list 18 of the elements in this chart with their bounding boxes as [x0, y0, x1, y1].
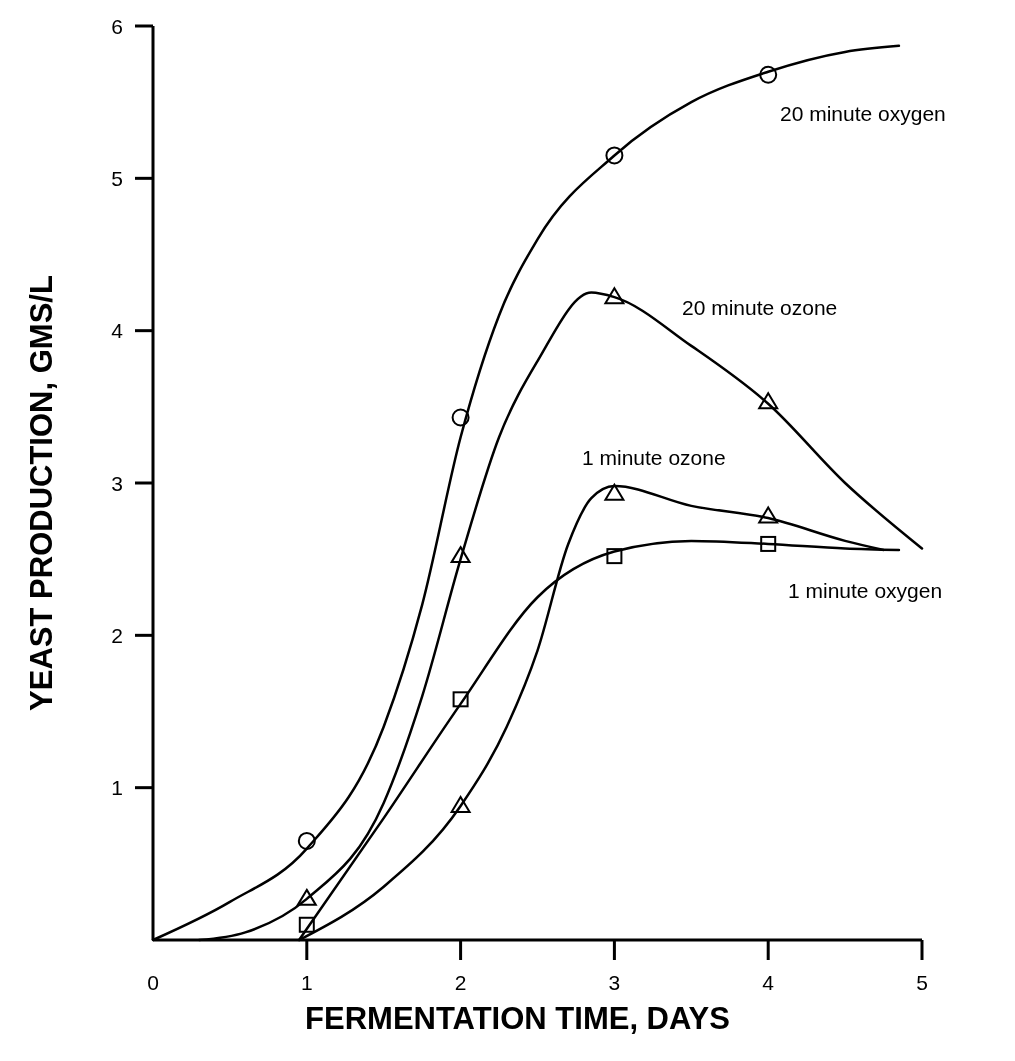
y-tick-label: 6: [111, 14, 123, 38]
y-tick-label: 3: [111, 471, 123, 495]
y-tick-label: 2: [111, 623, 123, 647]
y-axis-title: YEAST PRODUCTION, GMS/L: [24, 275, 59, 711]
y-tick-label: 1: [111, 776, 123, 800]
x-tick-label: 3: [608, 970, 621, 994]
x-tick-label: 4: [762, 970, 775, 994]
series-label: 1 minute oxygen: [788, 579, 943, 602]
x-tick-label: 5: [916, 970, 928, 994]
series-label: 1 minute ozone: [582, 446, 726, 469]
series-label: 20 minute ozone: [682, 296, 838, 319]
x-tick-label: 1: [300, 970, 313, 994]
series-label: 20 minute oxygen: [780, 102, 946, 125]
y-tick-label: 4: [111, 319, 124, 343]
x-tick-label: 0: [147, 970, 159, 994]
y-tick-label: 5: [111, 166, 123, 190]
x-tick-label: 2: [454, 970, 467, 994]
x-axis-title: FERMENTATION TIME, DAYS: [305, 1001, 730, 1036]
